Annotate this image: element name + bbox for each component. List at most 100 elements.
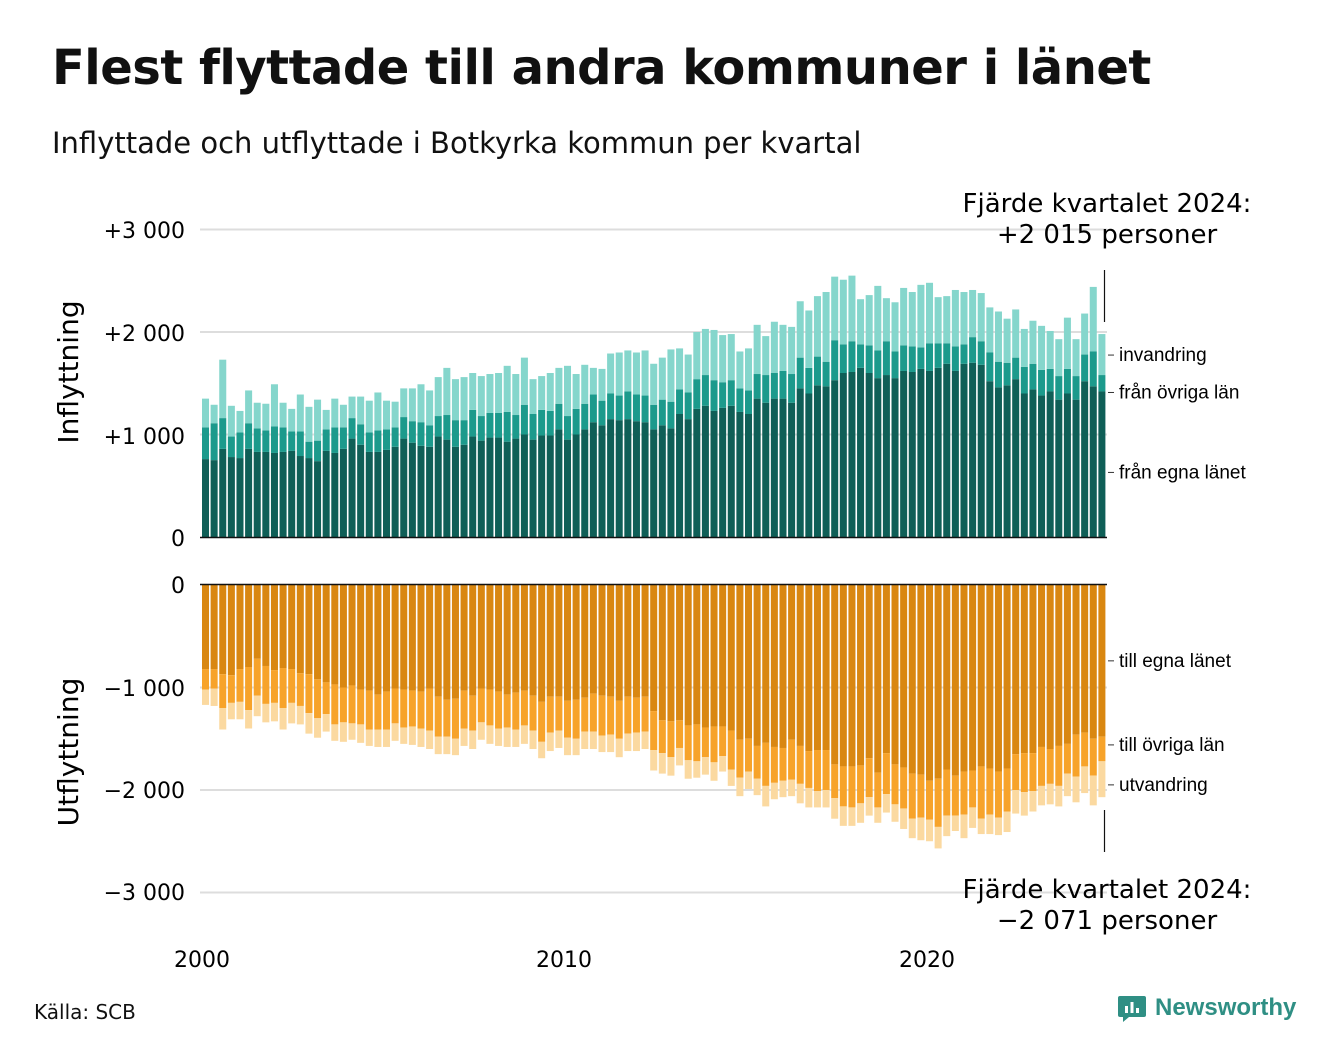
bar-outflow-0-54 [667, 585, 675, 722]
bar-outflow-0-80 [891, 585, 899, 765]
bar-outflow-0-72 [822, 585, 830, 751]
bar-outflow-1-9 [279, 668, 287, 708]
bar-inflow-1-7 [262, 430, 270, 452]
bar-outflow-2-24 [408, 726, 416, 745]
bar-inflow-2-87 [951, 289, 959, 347]
bar-inflow-1-51 [641, 395, 649, 423]
bar-outflow-1-27 [434, 696, 442, 737]
bar-inflow-0-70 [805, 393, 813, 537]
bar-outflow-2-3 [227, 702, 235, 720]
bar-outflow-2-93 [1003, 811, 1011, 833]
bar-inflow-1-4 [236, 432, 244, 459]
bar-inflow-2-71 [813, 296, 821, 357]
bar-outflow-0-37 [520, 585, 528, 691]
bar-inflow-2-20 [374, 392, 382, 431]
bar-outflow-2-18 [357, 724, 365, 743]
y-tick-bottom-0: 0 [171, 574, 185, 599]
bar-outflow-0-17 [348, 585, 356, 686]
bar-inflow-1-99 [1055, 376, 1063, 400]
bar-inflow-2-34 [495, 373, 503, 413]
bar-inflow-0-83 [917, 368, 925, 537]
bar-outflow-1-104 [1098, 736, 1106, 762]
bar-inflow-0-74 [839, 373, 847, 537]
bar-outflow-2-50 [632, 732, 640, 752]
bar-outflow-0-101 [1072, 585, 1080, 735]
bar-inflow-2-90 [977, 293, 985, 342]
bar-inflow-1-43 [572, 408, 580, 435]
bar-outflow-2-40 [546, 732, 554, 752]
bar-outflow-2-92 [994, 817, 1002, 836]
bar-inflow-1-3 [227, 436, 235, 458]
bar-outflow-2-76 [857, 803, 865, 823]
bar-inflow-1-13 [314, 440, 322, 462]
bar-outflow-2-91 [986, 814, 994, 835]
brand-logo: Newsworthy [1117, 993, 1296, 1023]
bar-outflow-1-18 [357, 689, 365, 725]
bar-outflow-1-50 [632, 697, 640, 733]
bar-outflow-0-104 [1098, 585, 1106, 737]
bar-inflow-2-99 [1055, 339, 1063, 377]
bar-inflow-0-97 [1038, 395, 1046, 537]
bar-inflow-1-20 [374, 430, 382, 452]
bar-outflow-2-60 [719, 756, 727, 772]
bar-outflow-1-56 [684, 725, 692, 761]
bar-outflow-2-54 [667, 757, 675, 776]
bar-outflow-1-48 [615, 700, 623, 739]
bar-outflow-2-20 [374, 729, 382, 747]
bar-inflow-0-89 [969, 362, 977, 537]
bar-outflow-0-55 [676, 585, 684, 721]
bar-outflow-0-45 [589, 585, 597, 694]
bar-outflow-1-38 [529, 695, 537, 731]
bar-inflow-1-90 [977, 341, 985, 365]
bar-inflow-2-75 [848, 275, 856, 342]
bar-inflow-2-11 [296, 394, 304, 432]
bar-inflow-1-92 [994, 361, 1002, 388]
bar-inflow-1-38 [529, 414, 537, 440]
bar-inflow-0-43 [572, 434, 580, 537]
bar-outflow-1-59 [710, 726, 718, 763]
bar-outflow-0-93 [1003, 585, 1011, 769]
bar-inflow-2-96 [1029, 320, 1037, 364]
bar-outflow-0-86 [943, 585, 951, 770]
bar-inflow-2-58 [701, 328, 709, 376]
bar-outflow-2-17 [348, 723, 356, 740]
bar-outflow-0-87 [951, 585, 959, 776]
bar-inflow-1-61 [727, 380, 735, 406]
bar-inflow-2-40 [546, 373, 554, 411]
bar-inflow-0-76 [857, 367, 865, 538]
bar-inflow-2-12 [305, 406, 313, 442]
bar-outflow-2-39 [538, 741, 546, 759]
bar-outflow-2-101 [1072, 776, 1080, 803]
bar-outflow-2-63 [745, 771, 753, 789]
bar-inflow-1-19 [365, 432, 373, 452]
bar-outflow-0-4 [236, 585, 244, 670]
bar-inflow-0-60 [719, 407, 727, 537]
bar-outflow-1-80 [891, 764, 899, 805]
chart-title: Flest flyttade till andra kommuner i län… [52, 40, 1151, 96]
bar-outflow-1-81 [900, 767, 908, 809]
bar-outflow-1-23 [400, 689, 408, 728]
bar-inflow-0-90 [977, 364, 985, 537]
bar-outflow-2-27 [434, 736, 442, 755]
bar-inflow-0-23 [400, 438, 408, 537]
bar-inflow-1-73 [831, 340, 839, 381]
bar-inflow-0-78 [874, 378, 882, 538]
bar-outflow-1-66 [770, 746, 778, 783]
bar-inflow-2-42 [564, 365, 572, 417]
bar-inflow-1-40 [546, 410, 554, 436]
bar-inflow-1-33 [486, 412, 494, 438]
y-tick-bottom-1000: −1 000 [104, 677, 185, 702]
bar-inflow-2-86 [943, 296, 951, 344]
y-tick-bottom-3000: −3 000 [104, 881, 185, 906]
bar-outflow-1-22 [391, 688, 399, 724]
bar-inflow-1-94 [1012, 357, 1020, 380]
bar-outflow-1-52 [650, 711, 658, 751]
bar-inflow-2-69 [796, 301, 804, 358]
bar-outflow-1-7 [262, 665, 270, 704]
bar-outflow-0-99 [1055, 585, 1063, 746]
bar-outflow-0-65 [762, 585, 770, 743]
bar-inflow-2-53 [658, 357, 666, 400]
bar-inflow-1-86 [943, 343, 951, 364]
bar-inflow-1-53 [658, 399, 666, 426]
bar-outflow-0-13 [314, 585, 322, 680]
